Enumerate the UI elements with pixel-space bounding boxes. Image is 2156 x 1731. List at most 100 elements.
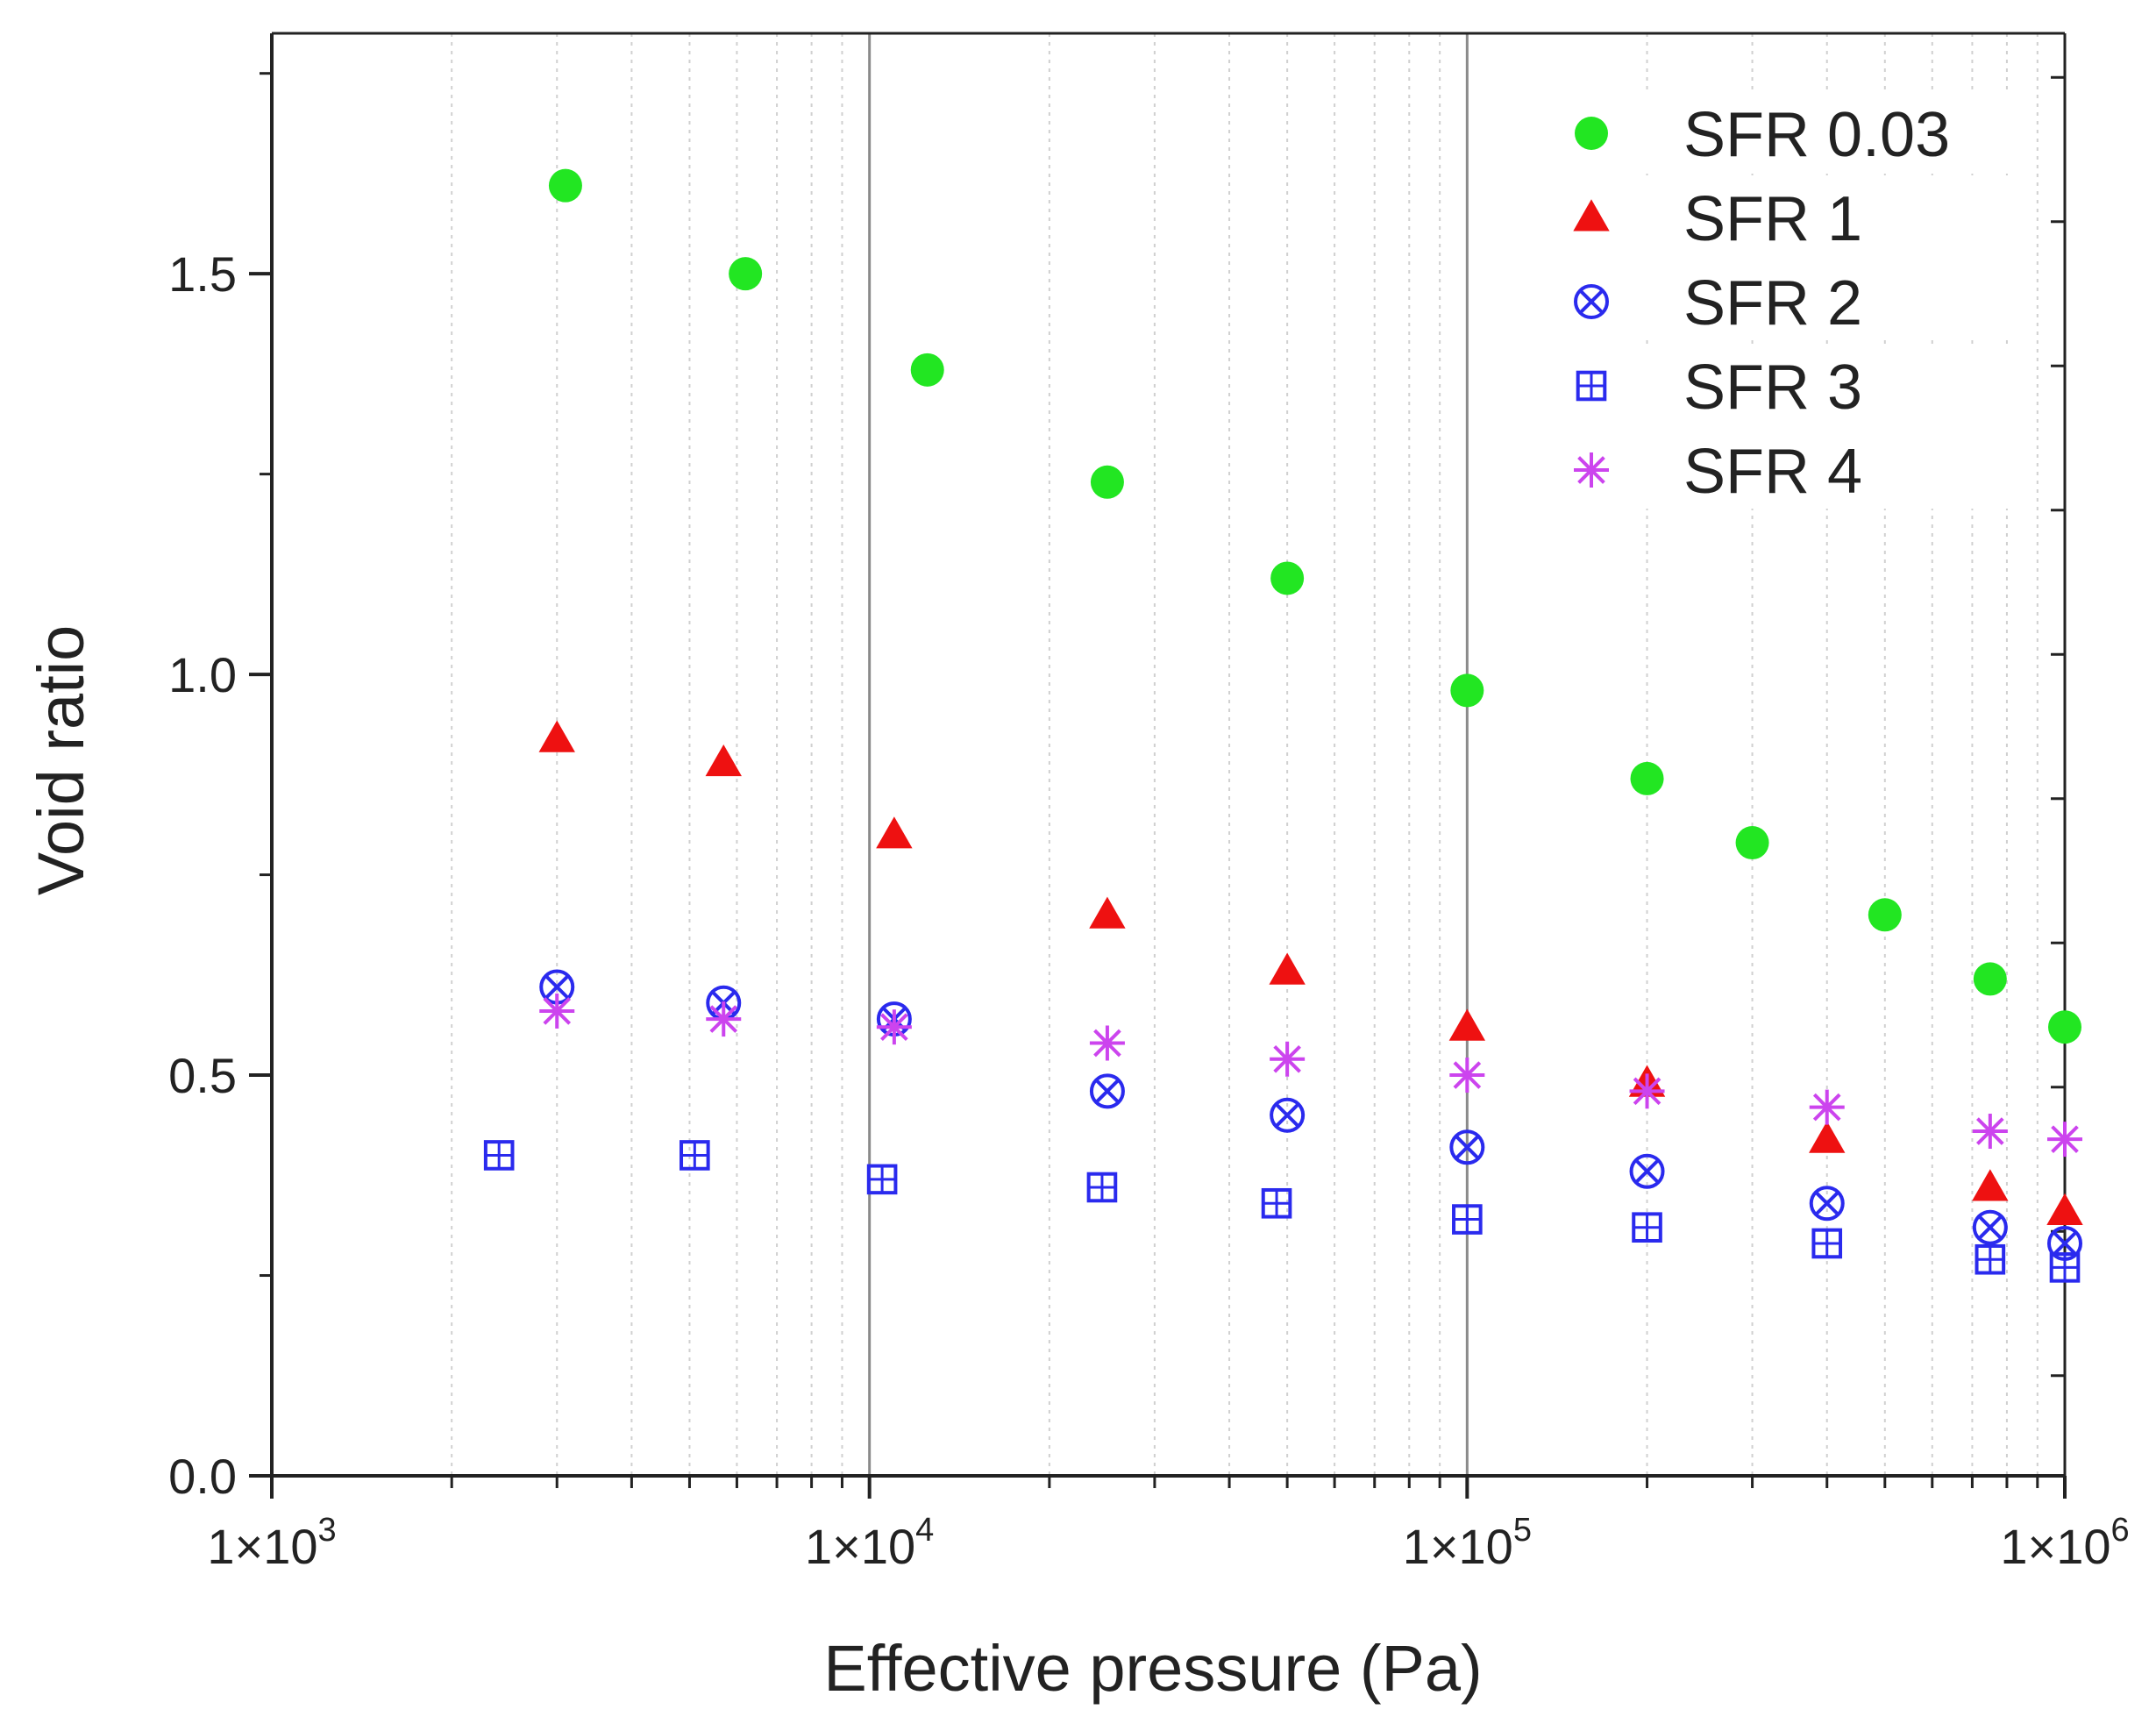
marker-shape bbox=[1633, 1077, 1661, 1106]
grid bbox=[451, 33, 2039, 1476]
legend-marker bbox=[1574, 452, 1609, 488]
legend-item: SFR 4 bbox=[1552, 428, 2025, 509]
marker-shape bbox=[1574, 284, 1609, 319]
marker-shape bbox=[1273, 1044, 1301, 1073]
y-tick-label: 1.5 bbox=[168, 246, 237, 302]
marker-shape bbox=[1809, 1121, 1846, 1153]
data-point bbox=[1809, 1186, 1845, 1222]
y-tick-label: 0.0 bbox=[168, 1449, 237, 1504]
marker-shape bbox=[729, 257, 763, 291]
legend-item-background bbox=[1552, 175, 2025, 256]
marker-shape bbox=[544, 974, 570, 1000]
legend-label: SFR 0.03 bbox=[1683, 100, 1950, 170]
marker-shape bbox=[1453, 1061, 1482, 1089]
data-point bbox=[1090, 465, 1124, 499]
x-tick-label: 1×105 bbox=[1403, 1512, 1532, 1574]
data-point bbox=[2049, 1252, 2081, 1283]
data-point bbox=[2046, 1193, 2083, 1225]
data-point bbox=[548, 168, 582, 203]
data-point bbox=[539, 993, 575, 1029]
marker-shape bbox=[1449, 1129, 1485, 1165]
data-point bbox=[1448, 1008, 1486, 1041]
marker-shape bbox=[1270, 561, 1305, 595]
data-point bbox=[680, 1140, 710, 1171]
marker-shape bbox=[880, 1013, 908, 1042]
data-point bbox=[1089, 896, 1126, 929]
x-tick-mantissa: 1×10 bbox=[207, 1519, 317, 1574]
data-point bbox=[1735, 826, 1769, 860]
data-point bbox=[483, 1140, 515, 1171]
legend-label: SFR 3 bbox=[1683, 353, 1862, 423]
legend-item-background bbox=[1552, 428, 2025, 509]
marker-shape bbox=[1093, 1029, 1121, 1058]
data-point bbox=[1270, 561, 1305, 595]
marker-shape bbox=[1089, 1073, 1125, 1109]
marker-shape bbox=[1575, 117, 1608, 150]
x-tick-exponent: 4 bbox=[915, 1512, 934, 1549]
data-point bbox=[876, 816, 913, 849]
legend-label: SFR 1 bbox=[1683, 184, 1862, 254]
marker-shape bbox=[1976, 1117, 2004, 1145]
legend-marker bbox=[1574, 284, 1609, 319]
data-points bbox=[483, 168, 2083, 1283]
data-point bbox=[1972, 1209, 2008, 1245]
legend-item: SFR 3 bbox=[1552, 344, 2025, 424]
legend-marker bbox=[1573, 199, 1610, 232]
marker-shape bbox=[1577, 456, 1605, 484]
marker-shape bbox=[548, 168, 582, 203]
marker-shape bbox=[1735, 826, 1769, 860]
legend-label: SFR 2 bbox=[1683, 268, 1862, 338]
legend-item-background bbox=[1552, 344, 2025, 424]
marker-shape bbox=[1090, 465, 1124, 499]
marker-shape bbox=[1630, 761, 1664, 795]
legend-label: SFR 4 bbox=[1683, 437, 1862, 507]
data-point bbox=[1452, 1204, 1483, 1235]
x-tick-label: 1×103 bbox=[207, 1512, 336, 1574]
y-tick-label: 1.0 bbox=[168, 647, 237, 702]
legend-marker bbox=[1576, 370, 1607, 402]
data-point bbox=[2047, 1122, 2082, 1158]
x-tick-mantissa: 1×10 bbox=[1403, 1519, 1513, 1574]
marker-shape bbox=[1094, 1079, 1120, 1104]
data-point bbox=[729, 257, 763, 291]
marker-shape bbox=[2048, 1010, 2081, 1044]
data-point bbox=[1450, 673, 1484, 708]
marker-shape bbox=[1809, 1186, 1845, 1222]
data-point bbox=[1089, 1025, 1125, 1061]
legend-item-background bbox=[1552, 91, 2025, 172]
marker-shape bbox=[1089, 896, 1126, 929]
data-point bbox=[1630, 761, 1664, 795]
data-point bbox=[538, 720, 575, 752]
data-point bbox=[866, 1164, 898, 1195]
y-axis-title: Void ratio bbox=[25, 625, 97, 896]
marker-shape bbox=[538, 720, 575, 752]
marker-shape bbox=[2046, 1193, 2083, 1225]
legend-item: SFR 2 bbox=[1552, 260, 2025, 340]
data-point bbox=[1270, 1041, 1306, 1077]
data-point bbox=[1811, 1228, 1843, 1259]
marker-shape bbox=[876, 816, 913, 849]
marker-shape bbox=[1973, 962, 2007, 996]
data-point bbox=[1868, 898, 1902, 932]
x-tick-mantissa: 1×10 bbox=[805, 1519, 915, 1574]
marker-shape bbox=[1275, 1102, 1300, 1128]
x-tick-label: 1×104 bbox=[805, 1512, 934, 1574]
data-point bbox=[1261, 1187, 1292, 1219]
data-point bbox=[1809, 1089, 1845, 1125]
marker-shape bbox=[1977, 1215, 2003, 1240]
series-sfr-4 bbox=[539, 993, 2082, 1158]
series-sfr-3 bbox=[483, 1140, 2081, 1283]
marker-shape bbox=[1629, 1153, 1665, 1189]
x-axis-title: Effective pressure (Pa) bbox=[823, 1632, 1482, 1705]
data-point bbox=[1629, 1153, 1665, 1189]
marker-shape bbox=[1573, 199, 1610, 232]
marker-shape bbox=[1269, 952, 1306, 985]
marker-shape bbox=[1578, 288, 1605, 315]
marker-shape bbox=[1634, 1158, 1660, 1184]
data-point bbox=[1086, 1172, 1118, 1203]
series-sfr-0-03 bbox=[548, 168, 2081, 1044]
data-point bbox=[539, 969, 575, 1005]
data-point bbox=[1632, 1212, 1662, 1243]
data-point bbox=[910, 353, 944, 387]
